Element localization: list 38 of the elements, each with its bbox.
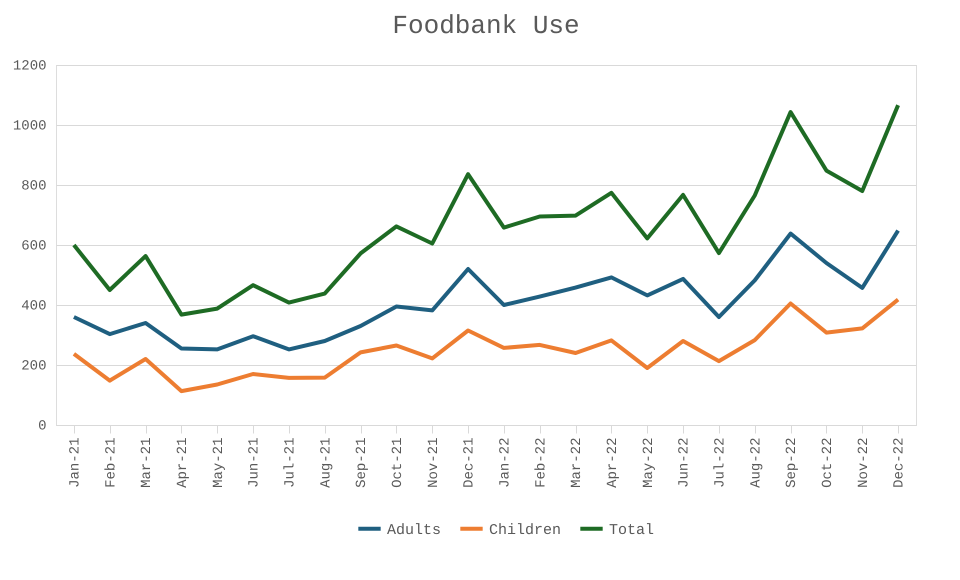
x-tick-label: Jun-21 <box>246 438 263 488</box>
line-series <box>72 103 900 317</box>
x-tick-label: Jul-22 <box>712 438 728 488</box>
x-tick-label: Dec-22 <box>892 438 908 488</box>
x-tick-label: Aug-22 <box>748 438 764 488</box>
x-tick-label: Jan-21 <box>67 438 84 488</box>
x-tick-label: Apr-22 <box>604 438 621 488</box>
y-tick-label: 200 <box>21 358 46 374</box>
x-tick-label: Jan-22 <box>497 438 514 488</box>
x-tick-label: Sep-21 <box>354 438 370 488</box>
x-tick-label: Nov-22 <box>856 438 872 488</box>
legend-label: Children <box>489 522 562 539</box>
line-series <box>72 228 900 352</box>
x-tick-label: Apr-21 <box>174 438 191 488</box>
x-tick-label: Aug-21 <box>318 438 334 488</box>
x-tick-label: Nov-21 <box>426 438 442 488</box>
x-tick-label: Feb-21 <box>103 438 120 488</box>
x-tick-label: Dec-21 <box>462 438 478 488</box>
y-tick-label: 600 <box>21 238 46 254</box>
x-tick-label: Feb-22 <box>533 438 550 488</box>
x-tick-label: May-22 <box>640 438 657 488</box>
x-tick-label: Mar-21 <box>139 438 156 488</box>
y-tick-label: 0 <box>38 418 46 434</box>
y-tick-label: 400 <box>21 298 46 314</box>
x-tick-label: Jul-21 <box>282 438 298 488</box>
y-tick-label: 1000 <box>12 118 46 134</box>
x-tick-label: Mar-22 <box>569 438 586 488</box>
line-series <box>72 298 900 394</box>
y-tick-label: 800 <box>21 178 46 194</box>
x-tick-label: Jun-22 <box>676 438 693 488</box>
legend-label: Total <box>609 522 654 539</box>
legend-label: Adults <box>387 522 442 539</box>
x-tick-label: Sep-22 <box>784 438 800 488</box>
x-tick-label: Oct-21 <box>390 438 406 488</box>
chart-title: Foodbank Use <box>392 11 580 41</box>
x-tick-label: May-21 <box>210 438 227 488</box>
x-tick-label: Oct-22 <box>820 438 836 488</box>
y-tick-label: 1200 <box>12 58 46 74</box>
